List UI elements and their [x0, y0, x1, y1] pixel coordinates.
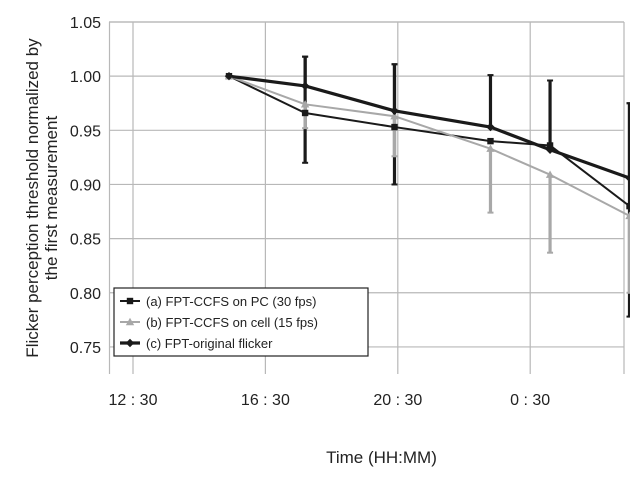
legend-label: (b) FPT-CCFS on cell (15 fps) — [146, 315, 318, 330]
y-tick-label: 0.80 — [70, 286, 101, 303]
y-tick-label: 1.05 — [70, 15, 101, 32]
marker-triangle — [545, 170, 555, 178]
marker-diamond — [390, 106, 399, 116]
series-line — [228, 75, 630, 208]
legend: (a) FPT-CCFS on PC (30 fps) (b) FPT-CCFS … — [113, 287, 369, 357]
y-tick-label: 1.00 — [70, 69, 101, 86]
y-tick-label: 0.85 — [70, 232, 101, 249]
y-tick-label: 0.90 — [70, 177, 101, 194]
marker-diamond — [625, 173, 630, 183]
x-tick-label: 16 : 30 — [241, 392, 290, 409]
marker-diamond — [300, 81, 310, 91]
marker-triangle — [390, 112, 399, 120]
legend-label: (c) FPT-original flicker — [146, 336, 273, 351]
series-lines — [228, 74, 630, 218]
x-tick-label: 20 : 30 — [373, 392, 422, 409]
marker-square — [546, 142, 554, 149]
series-markers — [224, 71, 630, 220]
legend-label: (a) FPT-CCFS on PC (30 fps) — [146, 294, 316, 309]
marker-triangle — [625, 211, 630, 220]
series-line — [228, 74, 630, 180]
grid — [108, 21, 625, 374]
y-axis-label-line: Flicker perception threshold normalized … — [23, 38, 42, 358]
x-tick-label: 12 : 30 — [109, 392, 158, 409]
marker-diamond — [224, 71, 234, 81]
marker-square — [487, 137, 494, 145]
x-tick-label: 0 : 30 — [510, 392, 550, 409]
x-axis-label: Time (HH:MM) — [326, 448, 437, 467]
marker-square — [301, 109, 309, 117]
marker-diamond — [545, 145, 555, 155]
marker-square — [391, 123, 398, 131]
y-tick-label: 0.75 — [70, 340, 101, 357]
y-axis-label: Flicker perception threshold normalized … — [23, 38, 61, 358]
legend-box — [113, 287, 369, 357]
marker-square — [126, 297, 134, 305]
marker-triangle — [300, 100, 310, 108]
series-line — [228, 75, 630, 218]
marker-triangle — [125, 317, 135, 326]
marker-square — [626, 202, 630, 210]
marker-triangle — [486, 144, 495, 152]
y-tick-label: 0.95 — [70, 123, 101, 140]
marker-diamond — [486, 122, 495, 132]
axes: 0.75 0.80 0.85 0.90 0.95 1.00 1.05 12 : 30 16 : … — [70, 15, 550, 409]
y-axis-label-line: the first measurement — [42, 116, 61, 281]
marker-diamond — [125, 338, 135, 348]
